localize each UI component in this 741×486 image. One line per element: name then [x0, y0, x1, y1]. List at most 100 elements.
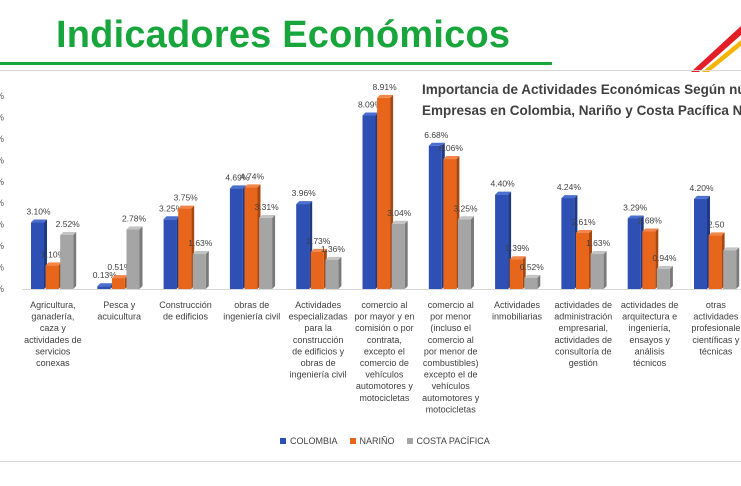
x-category-label: comercio de [360, 358, 409, 368]
bar-narino [509, 259, 523, 289]
x-category-label: ganadería, [31, 312, 74, 322]
legend-swatch-colombia [280, 438, 286, 444]
bar-top-costa-pacifica [656, 265, 673, 269]
x-category-label: científicas y [692, 335, 740, 345]
bar-top-colombia [362, 112, 379, 116]
bar-top-narino [443, 156, 460, 160]
x-category-label: ingeniería, [629, 323, 671, 333]
x-category-label: actividades de [555, 335, 613, 345]
x-category-label: excepto el [364, 346, 405, 356]
x-category-label: vehículos [365, 370, 404, 380]
bar-top-narino [576, 230, 592, 234]
chart-title-line-1: Importancia de Actividades Económicas Se… [422, 82, 741, 97]
y-tick-label: % [0, 198, 4, 208]
data-label-colombia: 3.25% [159, 203, 184, 213]
chart-title: Importancia de Actividades Económicas Se… [422, 79, 741, 121]
bar-narino [576, 233, 589, 289]
x-category-label: actividades [693, 312, 739, 322]
bar-costa-pacifica [325, 259, 339, 289]
chart-legend: COLOMBIA NARIÑO COSTA PACÍFICA [280, 436, 490, 446]
x-category-label: actividades de [555, 300, 613, 310]
data-label-colombia: 3.96% [292, 188, 317, 198]
bar-top-costa-pacifica [192, 251, 209, 255]
legend-item-colombia: COLOMBIA [280, 436, 338, 446]
bar-colombia [97, 286, 111, 289]
x-category-label: técnicas [699, 346, 733, 356]
x-category-label: ingeniería civil [223, 312, 280, 322]
bar-top-costa-pacifica [391, 220, 408, 224]
bar-top-costa-pacifica [60, 231, 77, 235]
data-label-narino: 0.51% [107, 262, 132, 272]
bar-top-costa-pacifica [458, 216, 474, 220]
data-label-colombia: 4.20% [689, 183, 714, 193]
bar-top-colombia [97, 283, 114, 287]
data-label-colombia: 0.13% [93, 270, 118, 280]
y-tick-label: % [0, 284, 4, 294]
bar-top-costa-pacifica [723, 247, 740, 251]
title-underline [0, 62, 552, 65]
data-label-narino: 1.73% [306, 236, 331, 246]
bar-top-colombia [561, 195, 578, 199]
bar-top-colombia [694, 195, 710, 199]
chart-title-line-2: Empresas en Colombia, Nariño y Costa Pac… [422, 103, 741, 118]
x-category-label: de edificios [163, 312, 209, 322]
x-category-label: especializadas [289, 312, 349, 322]
legend-label-costa-pacifica: COSTA PACÍFICA [416, 436, 490, 446]
data-label-costa-pacifica: 1.63% [586, 238, 611, 248]
data-label-narino: 3.75% [174, 193, 199, 203]
y-tick-label: % [0, 155, 4, 165]
legend-label-colombia: COLOMBIA [290, 436, 338, 446]
bar-top-costa-pacifica [325, 256, 342, 260]
legend-swatch-costa-pacifica [406, 438, 413, 444]
bar-top-narino [642, 228, 659, 232]
data-label-colombia: 8.09% [358, 100, 383, 110]
bar-colombia [362, 115, 376, 290]
bar-top-narino [509, 256, 526, 260]
x-category-label: comercio al [361, 300, 407, 310]
y-tick-label: % [0, 220, 4, 230]
x-category-label: comercio al [428, 300, 474, 310]
bar-top-narino [111, 275, 128, 279]
bar-top-costa-pacifica [524, 274, 541, 278]
data-label-colombia: 3.29% [623, 202, 648, 212]
x-category-label: por menor de [424, 346, 478, 356]
bar-costa-pacifica [524, 277, 538, 289]
data-label-costa-pacifica: 3.25% [453, 203, 478, 213]
bar-top-narino [244, 184, 261, 188]
bar-top-costa-pacifica [590, 251, 607, 255]
x-category-label: construcción [293, 335, 344, 345]
bar-top-colombia [495, 191, 512, 195]
x-category-label: acuicultura [97, 312, 141, 322]
y-tick-label: % [0, 112, 4, 122]
y-tick-label: % [0, 241, 4, 251]
data-label-narino: 2.68% [638, 216, 663, 226]
x-category-label: gestión [569, 358, 598, 368]
data-label-colombia: 6.68% [424, 130, 449, 140]
bar-costa-pacifica [126, 229, 140, 289]
bar-narino [377, 97, 391, 290]
bar-colombia [627, 218, 641, 289]
data-label-narino: 6.06% [439, 143, 464, 153]
x-category-label: arquitectura e [622, 312, 677, 322]
x-category-label: por menor [430, 312, 471, 322]
bar-narino [111, 278, 125, 289]
x-category-label: por mayor y en [354, 312, 414, 322]
bar-side-costa-pacifica [537, 274, 541, 289]
x-category-label: consultoría de [555, 346, 612, 356]
bar-costa-pacifica [60, 234, 74, 289]
x-category-label: análisis [635, 346, 666, 356]
legend-label-narino: NARIÑO [359, 436, 395, 446]
bar-top-colombia [627, 215, 644, 219]
data-label-narino: 4.74% [240, 171, 265, 181]
bar-costa-pacifica [391, 223, 405, 289]
data-label-colombia: 4.69% [225, 172, 250, 182]
x-category-label: de edificios y [292, 346, 345, 356]
x-category-label: actividades de [24, 335, 82, 345]
x-category-label: contrata, [367, 335, 402, 345]
y-tick-label: % [0, 134, 4, 144]
x-category-label: caza y [40, 323, 67, 333]
legend-item-narino: NARIÑO [349, 436, 395, 446]
bar-side-costa-pacifica [73, 231, 77, 289]
x-category-label: obras de [234, 300, 269, 310]
